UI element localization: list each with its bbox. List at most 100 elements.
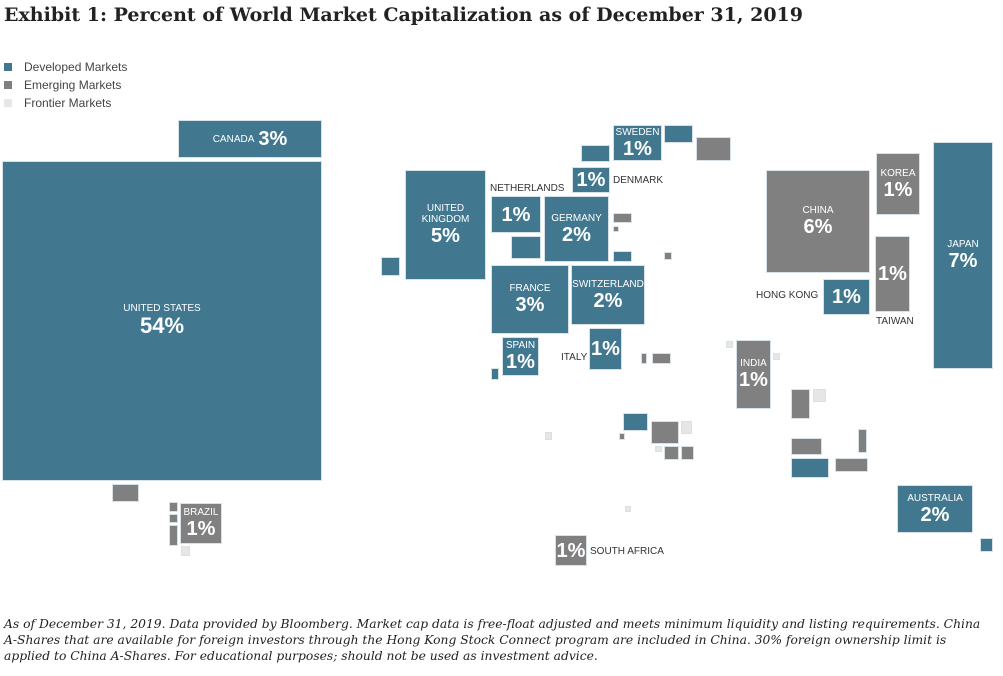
small-market-box-developed — [980, 538, 993, 552]
small-market-box-emerging — [613, 226, 619, 232]
footnote: As of December 31, 2019. Data provided b… — [4, 617, 981, 663]
country-box-india: INDIA 1% — [736, 340, 771, 409]
country-box-korea: KOREA 1% — [876, 153, 920, 215]
country-name: KOREA — [880, 167, 916, 179]
country-name: JAPAN — [947, 239, 979, 250]
small-market-box-emerging — [619, 433, 625, 440]
country-box-japan: JAPAN 7% — [933, 142, 993, 369]
country-percent: 1% — [623, 137, 652, 160]
small-market-box-emerging — [169, 502, 178, 512]
country-box-spain: SPAIN 1% — [502, 337, 539, 376]
country-name: SPAIN — [505, 340, 536, 351]
country-box-netherlands: 1% — [491, 196, 541, 233]
country-percent: 2% — [920, 503, 950, 526]
country-percent: 1% — [739, 369, 768, 391]
country-box-france: FRANCE 3% — [491, 265, 569, 334]
small-market-box-frontier — [813, 389, 826, 402]
country-name: HONG KONG — [756, 290, 819, 301]
small-market-box-emerging — [696, 137, 731, 161]
country-percent: 1% — [576, 169, 606, 191]
legend-label: Emerging Markets — [24, 78, 122, 92]
small-market-box-frontier — [545, 432, 552, 440]
country-box-china: CHINA 6% — [766, 170, 870, 273]
country-box-sweden: SWEDEN 1% — [613, 125, 662, 161]
small-market-box-developed — [581, 145, 610, 162]
small-market-box-frontier — [655, 446, 662, 452]
small-market-box-frontier — [181, 546, 190, 556]
small-market-box-emerging — [664, 252, 672, 260]
small-market-box-frontier — [773, 353, 780, 360]
country-percent: 2% — [593, 289, 623, 312]
small-market-box-emerging — [681, 446, 694, 460]
country-name: INDIA — [740, 358, 767, 369]
small-market-box-developed — [381, 257, 400, 276]
country-percent: 1% — [832, 286, 861, 308]
small-market-box-developed — [791, 458, 829, 478]
country-box-germany: GERMANY 2% — [544, 196, 609, 262]
country-name: AUSTRALIA — [907, 492, 963, 504]
country-percent: 3% — [258, 128, 288, 150]
country-box-brazil: BRAZIL 1% — [180, 503, 222, 544]
small-market-box-developed — [511, 236, 541, 259]
legend-item-developed: Developed Markets — [4, 58, 127, 76]
chart-title: Exhibit 1: Percent of World Market Capit… — [4, 4, 803, 26]
small-market-box-emerging — [791, 438, 822, 455]
country-percent: 1% — [556, 539, 586, 562]
country-name: FRANCE — [509, 283, 551, 294]
country-name: GERMANY — [551, 212, 602, 224]
legend-label: Developed Markets — [24, 60, 128, 74]
small-market-box-emerging — [169, 514, 178, 523]
country-box-italy: 1% — [589, 328, 622, 370]
country-box-united-kingdom: UNITED KINGDOM 5% — [405, 170, 486, 280]
country-box-taiwan: 1% — [875, 236, 910, 312]
legend-label: Frontier Markets — [24, 96, 112, 110]
small-market-box-emerging — [641, 353, 647, 364]
country-name: BRAZIL — [183, 507, 219, 518]
small-market-box-frontier — [681, 421, 692, 434]
small-market-box-frontier — [726, 341, 733, 348]
small-market-box-emerging — [169, 525, 178, 546]
country-percent: 1% — [878, 263, 907, 285]
country-percent: 1% — [501, 203, 531, 226]
country-box-hong-kong: 1% — [823, 279, 870, 315]
country-name: DENMARK — [613, 175, 664, 186]
country-name: UNITED STATES — [123, 303, 201, 315]
country-name: CANADA — [212, 133, 255, 145]
legend-swatch-emerging — [4, 81, 12, 89]
small-market-box-emerging — [613, 213, 632, 223]
small-market-box-developed — [623, 413, 648, 431]
small-market-box-emerging — [652, 353, 671, 364]
country-percent: 6% — [803, 216, 833, 238]
country-percent: 5% — [431, 225, 460, 247]
small-market-box-emerging — [791, 389, 810, 419]
country-percent: 7% — [948, 250, 978, 272]
country-name: TAIWAN — [876, 316, 914, 327]
country-name: CHINA — [802, 205, 834, 216]
legend-item-emerging: Emerging Markets — [4, 76, 127, 94]
country-box-denmark: 1% — [572, 167, 610, 193]
country-percent: 3% — [515, 294, 545, 316]
small-market-box-emerging — [835, 458, 868, 472]
country-name: SOUTH AFRICA — [590, 546, 664, 557]
country-box-canada: CANADA 3% — [178, 120, 322, 158]
country-box-australia: AUSTRALIA 2% — [897, 485, 973, 533]
country-name: UNITED KINGDOM — [421, 203, 470, 225]
country-percent: 2% — [562, 223, 591, 246]
small-market-box-emerging — [664, 446, 679, 460]
country-box-switzerland: SWITZERLAND 2% — [571, 265, 645, 325]
country-percent: 1% — [506, 351, 535, 373]
country-percent: 1% — [591, 338, 620, 360]
country-box-south-africa: 1% — [555, 535, 587, 566]
small-market-box-frontier — [625, 506, 631, 512]
small-market-box-developed — [613, 251, 632, 262]
legend-swatch-developed — [4, 63, 12, 71]
small-market-box-emerging — [651, 421, 679, 444]
legend-item-frontier: Frontier Markets — [4, 94, 127, 112]
country-box-united-states: UNITED STATES 54% — [2, 161, 322, 481]
country-percent: 1% — [186, 518, 216, 540]
small-market-box-developed — [491, 368, 499, 380]
small-market-box-emerging — [858, 429, 867, 453]
legend-swatch-frontier — [4, 99, 12, 107]
country-name: SWITZERLAND — [572, 278, 644, 290]
